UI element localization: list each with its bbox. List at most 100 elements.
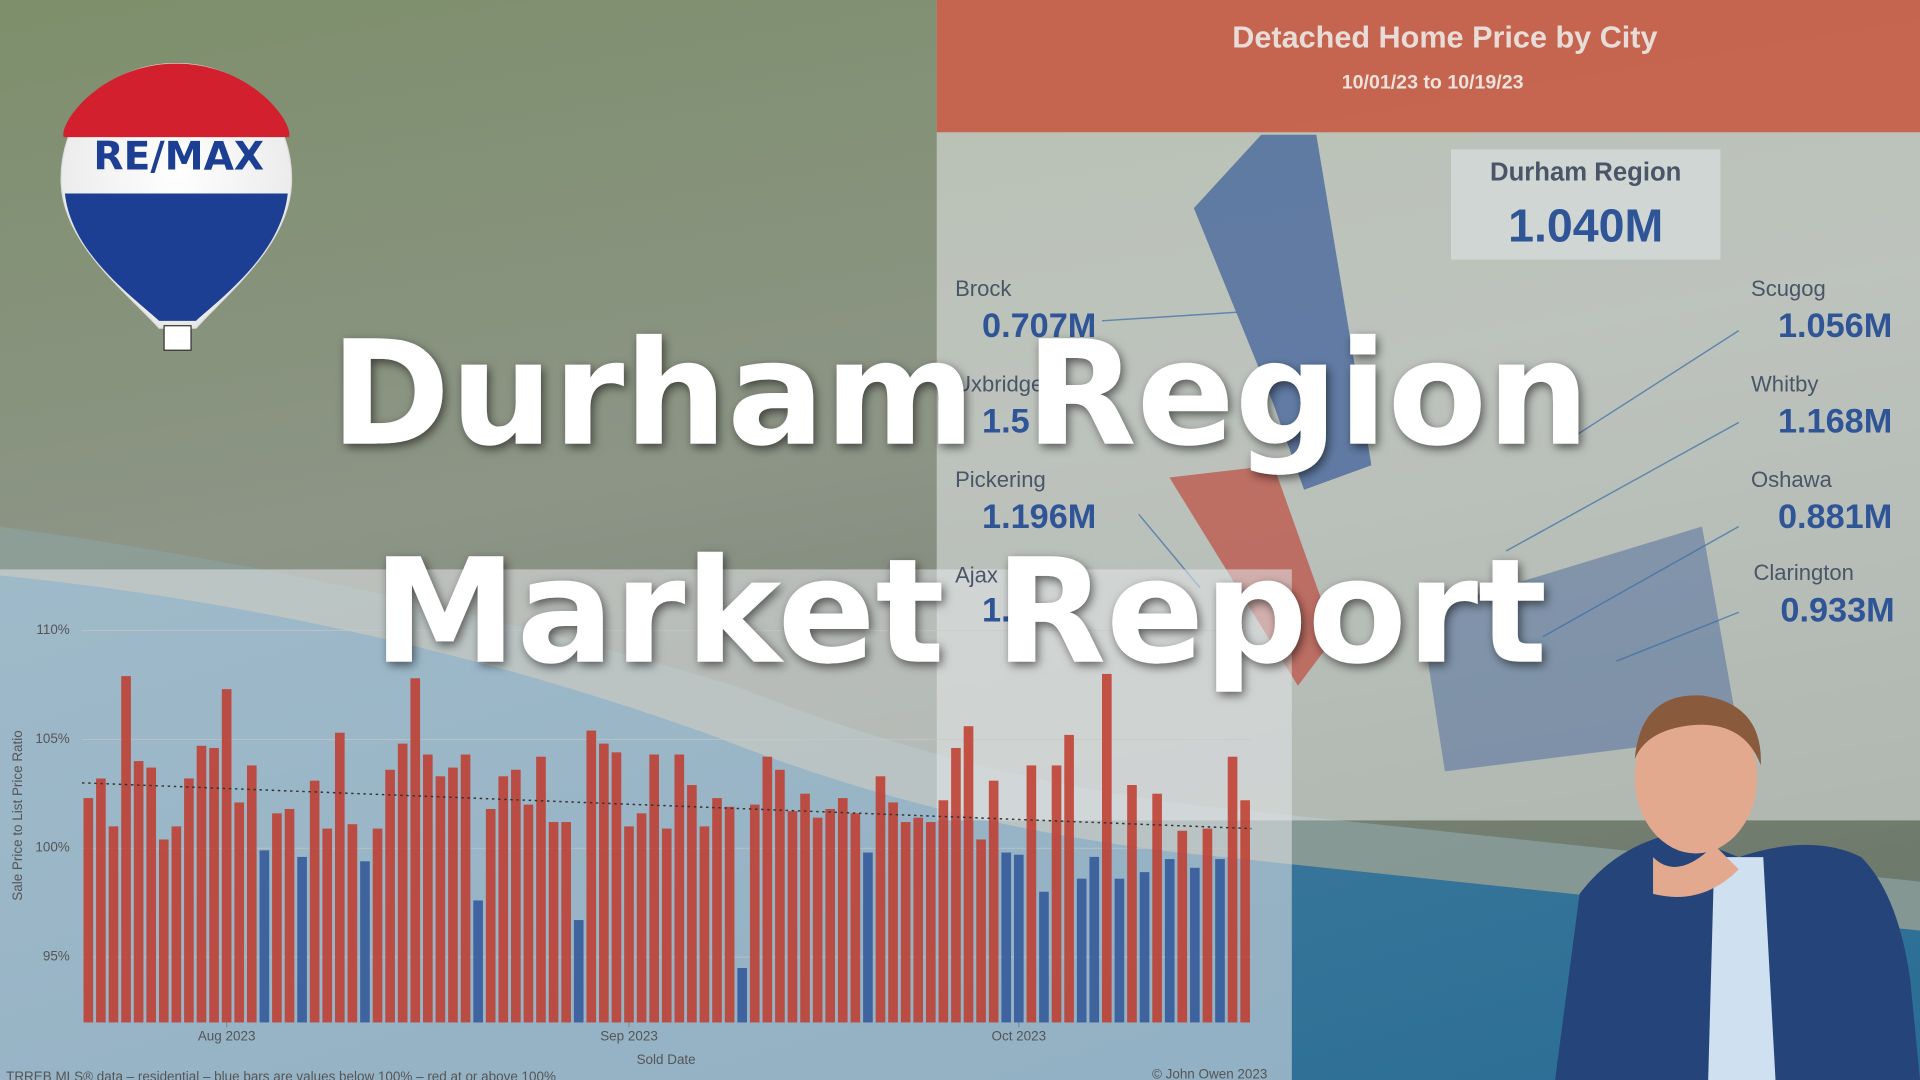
city-value: 0.881M <box>1778 498 1892 536</box>
logo-text: RE/MAX <box>93 135 264 180</box>
bar <box>309 780 320 1023</box>
footnote: TRREB MLS® data – residential – blue bar… <box>6 1069 556 1080</box>
bar <box>372 828 383 1023</box>
x-tick-label: Aug 2023 <box>198 1029 256 1044</box>
city-value: 0.707M <box>982 307 1096 345</box>
bar <box>347 824 358 1023</box>
city-name: Uxbridge <box>955 372 1043 397</box>
bar <box>385 769 395 1023</box>
bar <box>1102 673 1112 1023</box>
bar <box>334 732 345 1023</box>
bar <box>548 822 559 1023</box>
bar <box>158 839 169 1023</box>
bar <box>460 754 471 1023</box>
bar <box>875 776 886 1023</box>
bar <box>536 756 546 1023</box>
bar <box>988 780 999 1023</box>
city-name: Whitby <box>1751 372 1818 397</box>
bar <box>561 822 571 1023</box>
bar <box>976 839 986 1023</box>
bar <box>1089 856 1100 1023</box>
bar <box>800 793 810 1023</box>
bar <box>410 678 421 1023</box>
bar <box>925 822 936 1023</box>
bar <box>825 808 836 1023</box>
bar <box>1064 734 1074 1023</box>
bar <box>573 920 584 1023</box>
bar <box>83 798 94 1023</box>
bar <box>599 743 609 1023</box>
bar <box>938 800 949 1023</box>
bar <box>246 765 257 1023</box>
bar <box>1076 878 1087 1023</box>
bar <box>1026 765 1037 1023</box>
region-name: Durham Region <box>1490 159 1681 187</box>
bar <box>1013 854 1024 1023</box>
bar <box>712 798 722 1023</box>
bar <box>1139 872 1150 1023</box>
bar <box>234 802 245 1023</box>
city-value: 1.1 <box>982 591 1030 629</box>
bar <box>397 743 408 1023</box>
x-tick-label: Oct 2023 <box>992 1029 1047 1044</box>
bar <box>322 828 333 1023</box>
bar <box>1152 793 1162 1023</box>
bar <box>737 967 747 1023</box>
bar <box>1177 830 1188 1023</box>
remax-logo: RE/MAX <box>60 63 293 351</box>
bar <box>435 776 446 1023</box>
bar <box>1039 891 1049 1023</box>
bar <box>636 813 647 1023</box>
bar <box>1190 867 1200 1023</box>
bar <box>259 850 270 1023</box>
bar <box>850 813 861 1023</box>
city-value: 1.168M <box>1778 403 1892 441</box>
bar <box>171 826 182 1023</box>
bar <box>775 769 785 1023</box>
bar <box>1164 859 1175 1023</box>
city-name: Oshawa <box>1751 467 1833 492</box>
bar <box>221 689 232 1023</box>
city-value: 0.933M <box>1780 591 1894 629</box>
bar <box>812 817 823 1023</box>
bar <box>133 761 144 1023</box>
y-tick-label: 105% <box>35 731 69 746</box>
x-tick-label: Sep 2023 <box>600 1029 658 1044</box>
city-value: 1.196M <box>982 498 1096 536</box>
headline-line: Durham Region <box>330 311 1589 479</box>
headline-line: Market Report <box>373 529 1547 697</box>
bar <box>360 861 370 1023</box>
bar <box>1051 765 1062 1023</box>
bar <box>284 808 295 1023</box>
bar <box>1001 852 1012 1023</box>
region-card <box>1451 149 1721 260</box>
credit: © John Owen 2023 <box>1152 1067 1267 1080</box>
city-name: Clarington <box>1753 560 1853 585</box>
bar <box>523 804 534 1023</box>
bar <box>184 778 194 1023</box>
bar <box>1215 859 1225 1023</box>
bar <box>611 752 622 1023</box>
trend-line <box>82 782 1252 830</box>
bar <box>586 730 597 1023</box>
bar <box>423 754 433 1023</box>
bar <box>963 726 974 1023</box>
bar <box>108 826 119 1023</box>
bar <box>699 826 710 1023</box>
bar <box>511 769 521 1023</box>
bar <box>837 798 848 1023</box>
bar <box>762 756 773 1023</box>
bar <box>900 822 911 1023</box>
bar <box>96 778 106 1023</box>
bar <box>1202 828 1213 1023</box>
city-value: 1.5 <box>982 403 1030 441</box>
bar <box>624 826 634 1023</box>
y-axis-label: Sale Price to List Price Ratio <box>10 730 25 900</box>
bar <box>749 804 760 1023</box>
y-tick-label: 100% <box>35 840 69 855</box>
city-name: Scugog <box>1751 276 1826 301</box>
city-labels: Brock 0.707M Uxbridge 1.5 Pickering 1.196M Aja… <box>955 276 1895 629</box>
bar <box>687 785 697 1023</box>
